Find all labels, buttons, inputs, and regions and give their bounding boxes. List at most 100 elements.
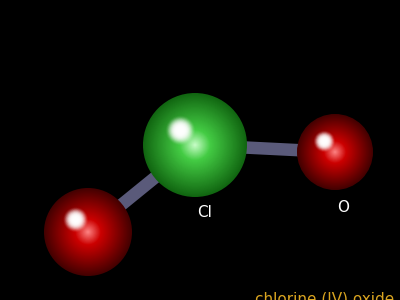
Circle shape: [334, 151, 336, 153]
Circle shape: [298, 115, 372, 189]
Circle shape: [324, 141, 346, 163]
Circle shape: [162, 112, 228, 178]
Circle shape: [45, 189, 131, 275]
Circle shape: [83, 227, 93, 237]
Circle shape: [62, 206, 114, 258]
Circle shape: [318, 135, 352, 169]
Circle shape: [320, 137, 350, 167]
Circle shape: [158, 108, 232, 182]
Circle shape: [76, 220, 100, 244]
Circle shape: [144, 94, 246, 196]
Circle shape: [64, 208, 112, 256]
Circle shape: [170, 120, 220, 170]
Circle shape: [50, 194, 126, 270]
Circle shape: [182, 132, 208, 158]
Circle shape: [317, 134, 353, 170]
Circle shape: [67, 211, 109, 253]
Circle shape: [79, 223, 97, 241]
Circle shape: [72, 216, 79, 223]
Circle shape: [316, 133, 333, 150]
Circle shape: [299, 116, 371, 188]
Circle shape: [59, 203, 117, 261]
Circle shape: [59, 203, 117, 261]
Circle shape: [317, 134, 332, 149]
Circle shape: [155, 105, 235, 185]
Circle shape: [314, 130, 356, 173]
Circle shape: [48, 192, 128, 272]
Circle shape: [193, 143, 197, 147]
Circle shape: [56, 200, 120, 264]
Circle shape: [192, 142, 198, 148]
Circle shape: [73, 217, 103, 247]
Circle shape: [186, 136, 204, 154]
Circle shape: [87, 231, 89, 233]
Circle shape: [154, 104, 236, 186]
Circle shape: [180, 130, 181, 131]
Circle shape: [319, 136, 351, 168]
Circle shape: [48, 192, 128, 272]
Circle shape: [332, 149, 338, 154]
Circle shape: [173, 123, 217, 167]
Circle shape: [169, 119, 221, 171]
Circle shape: [176, 126, 214, 164]
Circle shape: [315, 132, 334, 151]
Circle shape: [161, 111, 229, 179]
Circle shape: [330, 147, 340, 157]
Circle shape: [174, 123, 188, 137]
Circle shape: [308, 125, 362, 179]
Circle shape: [313, 130, 357, 174]
Text: O: O: [337, 200, 349, 215]
Circle shape: [323, 140, 326, 142]
Circle shape: [86, 230, 90, 233]
Circle shape: [172, 122, 189, 139]
Circle shape: [327, 144, 343, 160]
Circle shape: [192, 142, 198, 148]
Text: Cl: Cl: [198, 205, 212, 220]
Circle shape: [303, 120, 367, 184]
Circle shape: [75, 219, 76, 220]
Circle shape: [322, 139, 327, 144]
Circle shape: [69, 213, 82, 226]
Circle shape: [176, 127, 184, 134]
Circle shape: [178, 128, 212, 161]
Circle shape: [327, 144, 342, 160]
Circle shape: [307, 124, 363, 180]
Circle shape: [76, 220, 100, 244]
Circle shape: [150, 100, 240, 190]
Circle shape: [187, 137, 203, 153]
Circle shape: [64, 208, 87, 231]
Circle shape: [176, 126, 185, 135]
Circle shape: [67, 211, 84, 228]
Circle shape: [318, 135, 331, 148]
Circle shape: [64, 208, 88, 232]
Circle shape: [166, 116, 194, 145]
Circle shape: [74, 218, 102, 246]
Circle shape: [173, 123, 188, 138]
Circle shape: [72, 216, 80, 224]
Circle shape: [178, 128, 183, 133]
Circle shape: [70, 214, 106, 250]
Circle shape: [322, 139, 348, 165]
Circle shape: [184, 134, 206, 156]
Circle shape: [71, 215, 80, 224]
Circle shape: [165, 115, 225, 175]
Circle shape: [86, 230, 90, 234]
Circle shape: [315, 132, 355, 172]
Circle shape: [166, 116, 224, 174]
Circle shape: [329, 146, 341, 158]
Circle shape: [52, 196, 124, 268]
Circle shape: [320, 137, 350, 166]
Circle shape: [331, 148, 339, 156]
Circle shape: [175, 125, 215, 165]
Circle shape: [70, 214, 81, 225]
Circle shape: [329, 146, 341, 158]
Circle shape: [328, 145, 342, 159]
Circle shape: [153, 103, 237, 187]
Circle shape: [301, 118, 369, 186]
Circle shape: [302, 119, 368, 185]
Circle shape: [180, 130, 210, 160]
Circle shape: [85, 229, 91, 235]
Circle shape: [334, 152, 336, 153]
Circle shape: [314, 131, 335, 152]
Circle shape: [316, 133, 354, 171]
